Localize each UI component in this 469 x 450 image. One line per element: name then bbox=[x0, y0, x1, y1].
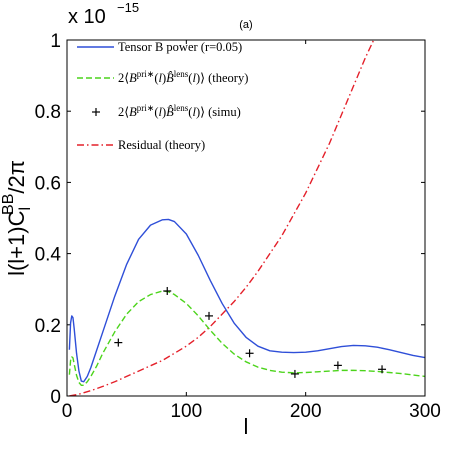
legend-label-part: B bbox=[129, 71, 137, 85]
x-axis-ticks: 0 100 200 300 bbox=[62, 40, 441, 422]
legend-label-part: l bbox=[192, 71, 196, 85]
data-point-marker bbox=[333, 361, 342, 370]
legend-entry: 2⟨Bpri∗(l)B̂lens(l)⟩ (simu) bbox=[92, 103, 241, 119]
legend-label-part: 2⟨ bbox=[118, 105, 129, 119]
y-tick-label: 0.8 bbox=[35, 102, 61, 123]
data-point-marker bbox=[378, 365, 387, 374]
legend-label: 2⟨Bpri∗(l)B̂lens(l)⟩ (simu) bbox=[118, 103, 241, 119]
x-axis-label: l bbox=[244, 414, 249, 439]
x-tick-label: 200 bbox=[290, 401, 322, 422]
legend-label-part: 2⟨ bbox=[118, 71, 129, 85]
legend-label-part: Tensor B power (r=0.05) bbox=[118, 40, 242, 54]
legend-label-part: ( bbox=[154, 105, 158, 119]
series-simu-markers bbox=[114, 286, 387, 378]
legend-entry: Tensor B power (r=0.05) bbox=[77, 40, 242, 54]
x-tick-label: 100 bbox=[170, 401, 202, 422]
legend-label: Tensor B power (r=0.05) bbox=[118, 40, 242, 54]
data-point-marker bbox=[245, 349, 254, 358]
legend-label-part: ( bbox=[188, 105, 192, 119]
legend-label-part: l bbox=[159, 71, 163, 85]
series-line-dashdot bbox=[69, 40, 375, 396]
legend-label-part: l bbox=[159, 105, 163, 119]
plot-frame bbox=[66, 39, 426, 397]
legend-label-part: ( bbox=[154, 71, 158, 85]
x-tick-label: 300 bbox=[409, 401, 441, 422]
legend-label-part: ) bbox=[162, 105, 166, 119]
y-multiplier-base: x 10 bbox=[68, 6, 106, 28]
legend-label: Residual (theory) bbox=[118, 138, 205, 152]
legend-marker bbox=[92, 108, 100, 116]
legend-label-part: Residual (theory) bbox=[118, 138, 205, 152]
legend-label-part: ( bbox=[188, 71, 192, 85]
y-tick-label: 1 bbox=[50, 31, 61, 52]
legend-label-part: B̂ bbox=[166, 71, 174, 85]
y-axis-label: l(l+1)ClBB/2π bbox=[0, 160, 34, 276]
legend-label-part: pri∗ bbox=[137, 69, 155, 79]
y-multiplier: x 10 −15 bbox=[68, 0, 139, 28]
y-axis-label-part: BB bbox=[0, 194, 17, 215]
panel-label: (a) bbox=[239, 19, 252, 31]
legend-label-part: l bbox=[192, 105, 196, 119]
data-point-marker bbox=[205, 311, 214, 320]
data-point-marker bbox=[290, 369, 299, 378]
legend-label: 2⟨Bpri∗(l)B̂lens(l)⟩ (theory) bbox=[118, 69, 248, 85]
legend-label-part: )⟩ (theory) bbox=[196, 71, 248, 85]
y-axis-label-part: /2π bbox=[4, 160, 29, 194]
y-tick-label: 0.4 bbox=[35, 245, 62, 266]
y-multiplier-exponent: −15 bbox=[117, 0, 139, 15]
legend-entry: 2⟨Bpri∗(l)B̂lens(l)⟩ (theory) bbox=[77, 69, 248, 85]
legend-label-part: lens bbox=[174, 69, 189, 79]
legend: Tensor B power (r=0.05)2⟨Bpri∗(l)B̂lens(… bbox=[77, 40, 248, 152]
data-point-marker bbox=[163, 286, 172, 295]
legend-entry: Residual (theory) bbox=[77, 138, 205, 152]
y-tick-label: 0.6 bbox=[35, 173, 61, 194]
data-point-marker bbox=[114, 338, 123, 347]
legend-label-part: B bbox=[129, 105, 137, 119]
legend-label-part: )⟩ (simu) bbox=[196, 105, 241, 119]
legend-label-part: ) bbox=[162, 71, 166, 85]
series-line-solid bbox=[68, 218, 425, 383]
series-layer bbox=[68, 40, 425, 396]
legend-label-part: B̂ bbox=[166, 105, 174, 119]
y-tick-label: 0 bbox=[50, 387, 61, 408]
x-tick-label: 0 bbox=[62, 401, 73, 422]
y-axis-label-part: l(l+1)C bbox=[4, 210, 29, 276]
y-axis-label-part: l bbox=[17, 207, 34, 211]
legend-label-part: lens bbox=[174, 103, 189, 113]
y-tick-label: 0.2 bbox=[35, 316, 61, 337]
series-line-dashed bbox=[68, 290, 425, 387]
legend-label-part: pri∗ bbox=[137, 103, 155, 113]
